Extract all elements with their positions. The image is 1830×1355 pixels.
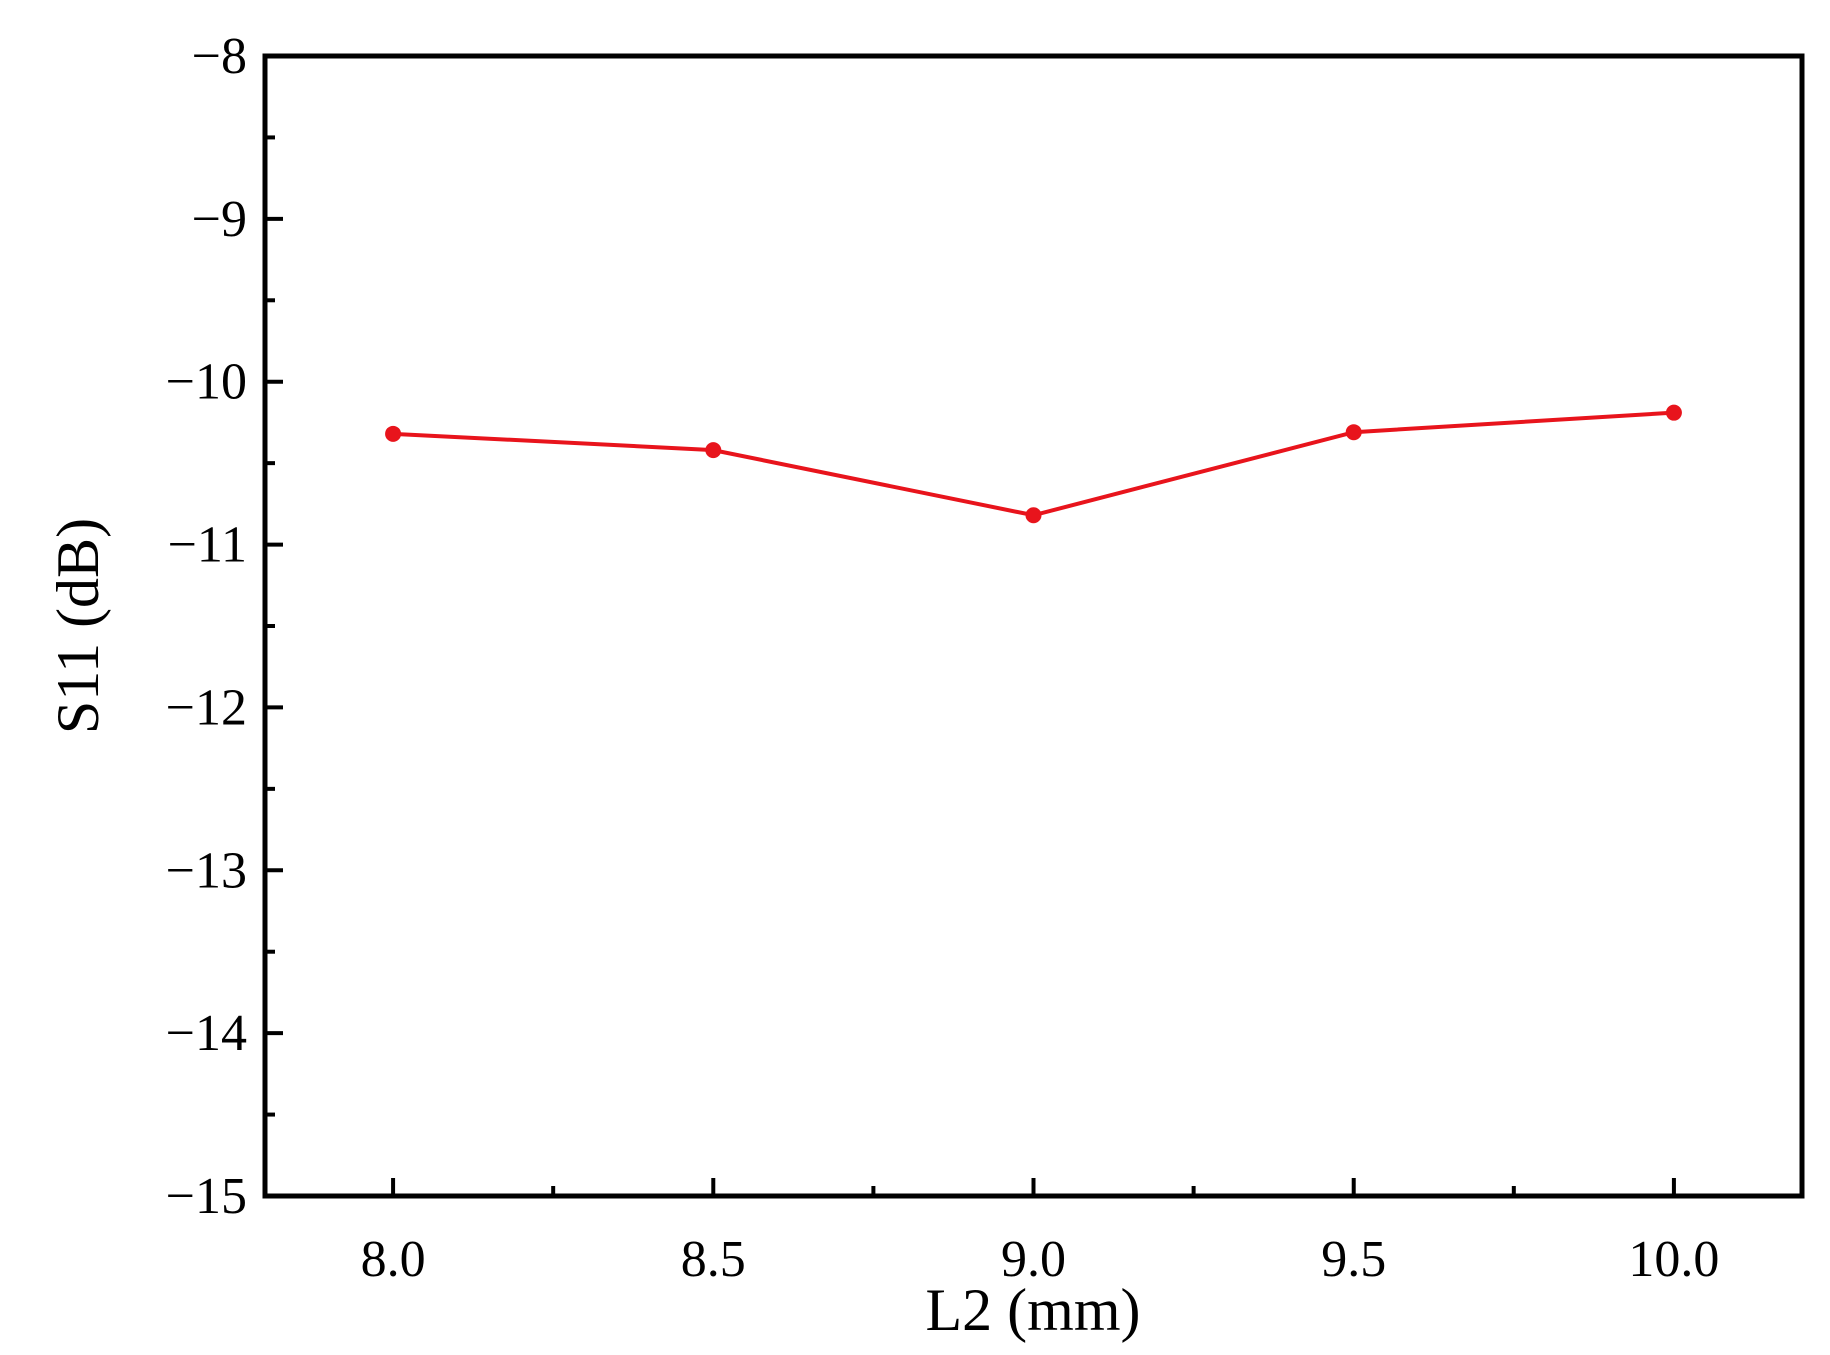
y-tick-label: −12 bbox=[166, 679, 247, 736]
x-tick-label: 9.0 bbox=[1001, 1231, 1066, 1288]
y-tick-label: −8 bbox=[192, 28, 247, 85]
x-axis-title: L2 (mm) bbox=[926, 1277, 1141, 1343]
y-tick-label: −15 bbox=[166, 1168, 247, 1225]
x-axis-ticks bbox=[391, 1178, 1676, 1196]
y-tick-label: −14 bbox=[166, 1005, 247, 1062]
series-layer bbox=[385, 404, 1682, 524]
x-tick-label: 8.0 bbox=[361, 1231, 426, 1288]
y-tick-label: −11 bbox=[168, 517, 247, 574]
y-tick-label: −13 bbox=[166, 842, 247, 899]
plot-frame bbox=[262, 53, 1805, 1199]
data-point bbox=[1345, 424, 1362, 441]
data-point bbox=[1665, 404, 1682, 421]
y-axis-ticks bbox=[265, 54, 283, 1198]
x-tick-label: 10.0 bbox=[1628, 1231, 1719, 1288]
data-point bbox=[385, 425, 402, 442]
x-tick-label: 8.5 bbox=[681, 1231, 746, 1288]
data-point bbox=[1025, 507, 1042, 524]
y-tick-labels: −8 −9 −10 −11 −12 −13 −14 −15 bbox=[166, 28, 247, 1225]
data-point bbox=[705, 442, 722, 459]
x-tick-label: 9.5 bbox=[1321, 1231, 1386, 1288]
y-axis-title: S11 (dB) bbox=[45, 518, 111, 734]
y-tick-label: −10 bbox=[166, 354, 247, 411]
x-tick-labels: 8.0 8.5 9.0 9.5 10.0 bbox=[361, 1231, 1720, 1288]
y-tick-label: −9 bbox=[192, 191, 247, 248]
series-line bbox=[392, 410, 1675, 518]
